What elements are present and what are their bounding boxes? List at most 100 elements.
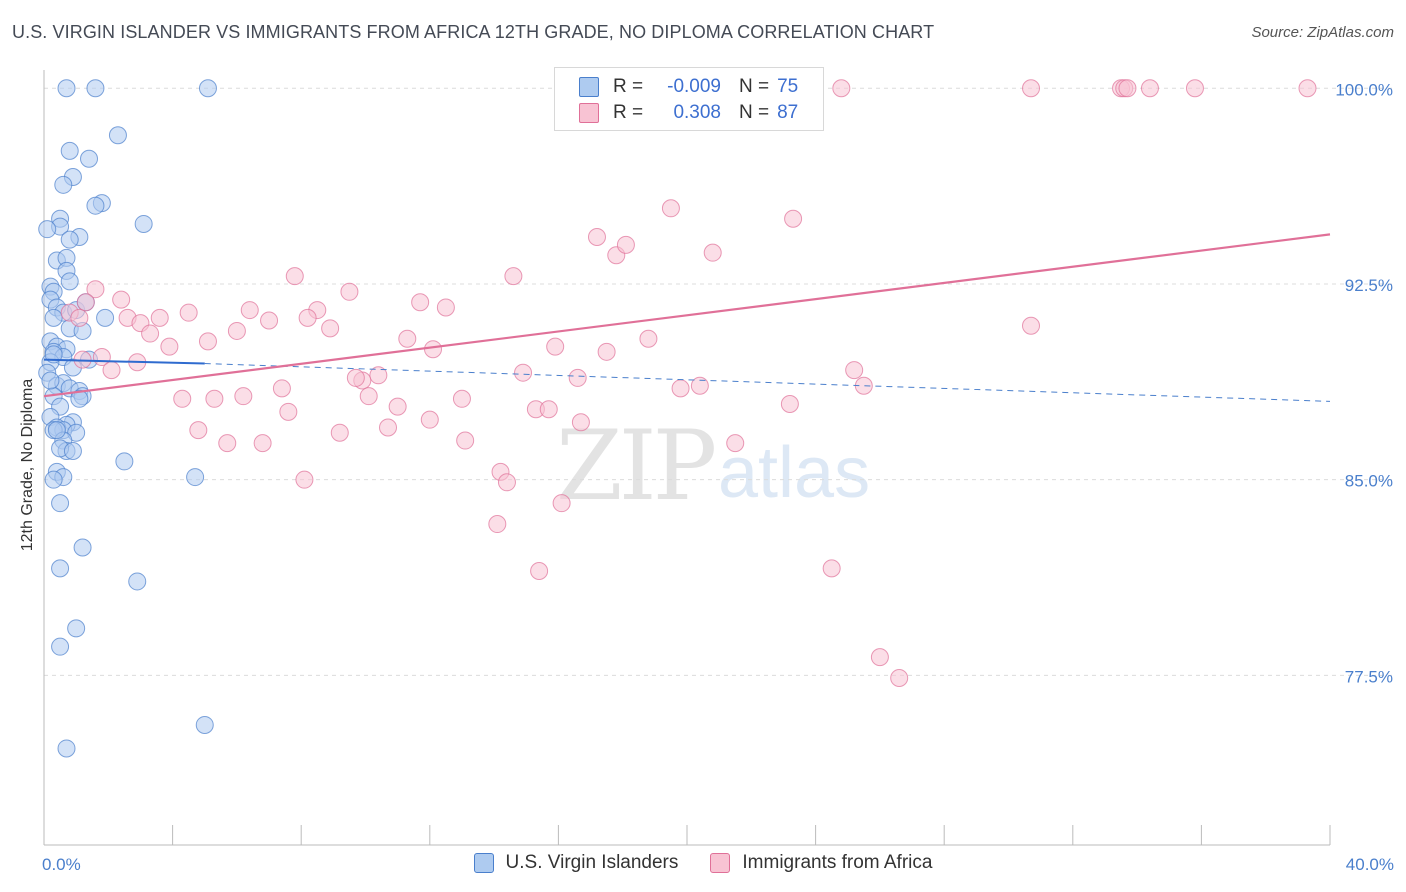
trend-line-virgin-islanders [43,358,205,365]
point-virgin-islanders [60,141,79,160]
legend-label-virgin-islanders: U.S. Virgin Islanders [505,852,679,873]
point-immigrants-africa [359,387,378,406]
point-virgin-islanders [70,389,89,408]
point-virgin-islanders [86,196,105,215]
point-immigrants-africa [86,280,105,299]
point-virgin-islanders [73,538,92,557]
point-immigrants-africa [346,368,365,387]
point-immigrants-africa [279,402,298,421]
point-immigrants-africa [218,434,237,453]
point-immigrants-africa [504,267,523,286]
point-immigrants-africa [671,379,690,398]
point-immigrants-africa [703,243,722,262]
point-virgin-islanders [86,79,105,98]
point-immigrants-africa [102,361,121,380]
point-immigrants-africa [546,337,565,356]
point-virgin-islanders [134,214,153,233]
point-immigrants-africa [76,293,95,312]
point-immigrants-africa [597,342,616,361]
point-virgin-islanders [57,739,76,758]
point-immigrants-africa [227,321,246,340]
legend-row-immigrants-africa: R = 0.308 N = 87 [579,101,798,125]
point-immigrants-africa [369,366,388,385]
point-immigrants-africa [552,494,571,513]
point-immigrants-africa [340,282,359,301]
point-immigrants-africa [141,324,160,343]
point-immigrants-africa [616,235,635,254]
point-virgin-islanders [128,572,147,591]
point-immigrants-africa [285,267,304,286]
point-virgin-islanders [60,272,79,291]
point-virgin-islanders [47,421,66,440]
point-immigrants-africa [112,290,131,309]
legend-n-value-virgin-islanders: 75 [777,76,799,97]
legend-row-virgin-islanders: R = -0.009 N = 75 [579,75,798,99]
point-virgin-islanders [44,345,63,364]
x-tick-label: 40.0% [1346,855,1394,874]
point-virgin-islanders [60,230,79,249]
trend-line-immigrants-africa [43,233,1331,398]
point-immigrants-africa [539,400,558,419]
point-immigrants-africa [150,308,169,327]
point-immigrants-africa [530,562,549,581]
point-immigrants-africa [179,303,198,322]
point-immigrants-africa [424,340,443,359]
point-immigrants-africa [234,387,253,406]
y-tick-label: 92.5% [1345,276,1393,295]
legend-swatch-immigrants-africa [579,103,599,123]
point-virgin-islanders [198,79,217,98]
point-virgin-islanders [57,79,76,98]
point-immigrants-africa [436,298,455,317]
point-immigrants-africa [253,434,272,453]
source-credit: Source: ZipAtlas.com [1251,24,1394,41]
point-immigrants-africa [198,332,217,351]
legend-item-immigrants-africa[interactable]: Immigrants from Africa [710,852,932,874]
point-virgin-islanders [108,126,127,145]
point-immigrants-africa [690,376,709,395]
point-virgin-islanders [51,559,70,578]
point-immigrants-africa [189,421,208,440]
point-immigrants-africa [822,559,841,578]
series-legend: U.S. Virgin Islanders Immigrants from Af… [0,852,1406,874]
point-immigrants-africa [1022,316,1041,335]
legend-swatch-virgin-islanders [579,77,599,97]
point-virgin-islanders [186,468,205,487]
point-immigrants-africa [321,319,340,338]
point-immigrants-africa [260,311,279,330]
legend-r-value-virgin-islanders: -0.009 [667,76,721,97]
point-virgin-islanders [115,452,134,471]
point-immigrants-africa [205,389,224,408]
point-immigrants-africa [452,389,471,408]
point-immigrants-africa [780,395,799,414]
point-immigrants-africa [160,337,179,356]
point-immigrants-africa [379,418,398,437]
x-tick-label: 0.0% [42,855,81,874]
y-tick-label: 77.5% [1345,667,1393,686]
point-virgin-islanders [80,149,99,168]
point-virgin-islanders [195,715,214,734]
legend-label-immigrants-africa: Immigrants from Africa [742,852,933,873]
legend-r-label: R = [613,102,644,123]
point-immigrants-africa [1185,79,1204,98]
point-virgin-islanders [38,220,57,239]
legend-item-virgin-islanders[interactable]: U.S. Virgin Islanders [473,852,679,874]
point-immigrants-africa [514,363,533,382]
point-immigrants-africa [1298,79,1317,98]
trend-line-virgin-islanders-extension [204,363,1331,402]
point-immigrants-africa [726,434,745,453]
y-tick-label: 85.0% [1345,472,1393,491]
point-immigrants-africa [411,293,430,312]
point-immigrants-africa [173,389,192,408]
point-immigrants-africa [832,79,851,98]
legend-n-value-immigrants-africa: 87 [777,102,799,123]
point-immigrants-africa [70,308,89,327]
point-virgin-islanders [41,371,60,390]
correlation-legend: R = -0.009 N = 75 R = 0.308 N = 87 [554,67,824,131]
point-immigrants-africa [587,228,606,247]
point-immigrants-africa [497,473,516,492]
y-tick-label: 100.0% [1335,80,1393,99]
point-immigrants-africa [456,431,475,450]
point-immigrants-africa [298,308,317,327]
point-virgin-islanders [96,308,115,327]
